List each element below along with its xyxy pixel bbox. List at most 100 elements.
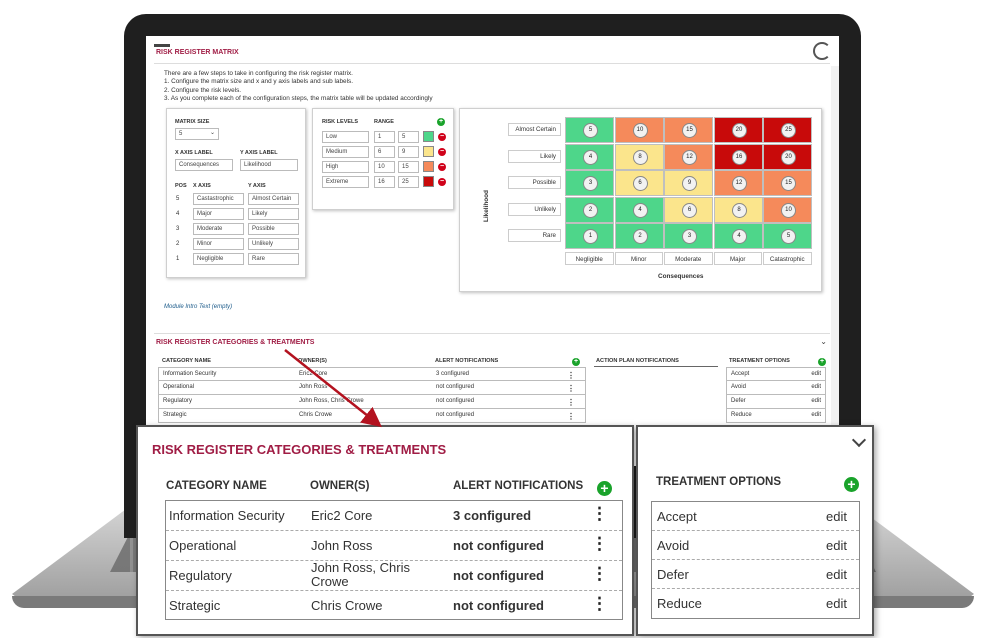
- treatment-row[interactable]: Accept edit: [726, 367, 826, 381]
- matrix-cell-score: 2: [583, 202, 598, 218]
- category-row[interactable]: Strategic Chris Crowe not configured ⋮: [166, 591, 622, 621]
- more-options-icon[interactable]: ⋮: [591, 534, 608, 553]
- category-row[interactable]: Regulatory John Ross, Chris Crowe not co…: [166, 561, 622, 591]
- level-color-swatch[interactable]: [423, 131, 434, 142]
- category-row[interactable]: Information Security Eric2 Core 3 config…: [158, 367, 586, 381]
- treatment-row[interactable]: Avoid edit: [726, 381, 826, 395]
- treatment-row[interactable]: Accept edit: [652, 502, 859, 531]
- remove-level-icon[interactable]: −: [438, 133, 446, 141]
- category-row[interactable]: Strategic Chris Crowe not configured ⋮: [158, 409, 586, 423]
- add-category-icon[interactable]: +: [572, 358, 580, 366]
- more-options-icon[interactable]: ⋮: [591, 504, 608, 523]
- level-name-input[interactable]: Medium: [322, 146, 369, 158]
- matrix-cell: 1: [565, 223, 614, 249]
- level-color-swatch[interactable]: [423, 146, 434, 157]
- edit-link[interactable]: edit: [826, 596, 847, 611]
- category-owners: John Ross, Chris Crowe: [299, 398, 364, 404]
- y-axis-sub-input[interactable]: Likely: [248, 208, 299, 220]
- y-axis-title: Likelihood: [483, 190, 490, 222]
- category-owners: John Ross: [311, 538, 373, 553]
- treatment-name: Avoid: [657, 538, 690, 553]
- category-row[interactable]: Regulatory John Ross, Chris Crowe not co…: [158, 395, 586, 409]
- chevron-down-icon[interactable]: [851, 432, 867, 448]
- x-axis-sub-input[interactable]: Major: [193, 208, 244, 220]
- category-alerts: not configured: [436, 384, 475, 390]
- add-category-icon[interactable]: +: [597, 481, 612, 496]
- level-min-input[interactable]: 16: [374, 176, 395, 188]
- matrix-cell: 8: [713, 196, 763, 223]
- category-name-header: CATEGORY NAME: [166, 480, 267, 492]
- category-alerts: not configured: [436, 398, 475, 404]
- category-owners: John Ross, Chris Crowe: [311, 560, 410, 589]
- edit-link[interactable]: edit: [826, 538, 847, 553]
- y-axis-sub-input[interactable]: Almost Certain: [248, 193, 299, 205]
- treatment-row[interactable]: Reduce edit: [652, 589, 859, 618]
- x-axis-input[interactable]: Consequences: [175, 159, 233, 171]
- level-max-input[interactable]: 9: [398, 146, 419, 158]
- level-name-input[interactable]: High: [322, 161, 369, 173]
- level-max-input[interactable]: 15: [398, 161, 419, 173]
- x-axis-sub-input[interactable]: Castastrophic: [193, 193, 244, 205]
- y-axis-sub-input[interactable]: Possible: [248, 223, 299, 235]
- matrix-cell: 3: [664, 223, 713, 249]
- add-treatment-icon[interactable]: +: [818, 358, 826, 366]
- module-intro-text[interactable]: Module Intro Text (empty): [164, 304, 233, 310]
- chevron-down-icon[interactable]: ⌄: [820, 337, 827, 346]
- level-color-swatch[interactable]: [423, 161, 434, 172]
- treatment-row[interactable]: Defer edit: [726, 395, 826, 409]
- treatment-row[interactable]: Avoid edit: [652, 531, 859, 560]
- level-min-input[interactable]: 6: [374, 146, 395, 158]
- edit-link[interactable]: edit: [826, 509, 847, 524]
- matrix-cell-score: 20: [781, 149, 796, 165]
- y-axis-input[interactable]: Likelihood: [240, 159, 298, 171]
- matrix-cell-score: 15: [682, 123, 697, 138]
- x-axis-sub-input[interactable]: Moderate: [193, 223, 244, 235]
- remove-level-icon[interactable]: −: [438, 163, 446, 171]
- treatment-name: Reduce: [657, 596, 702, 611]
- more-options-icon[interactable]: ⋮: [567, 412, 575, 421]
- remove-level-icon[interactable]: −: [438, 178, 446, 186]
- edit-link[interactable]: edit: [826, 567, 847, 582]
- edit-link[interactable]: edit: [811, 412, 821, 418]
- treatment-row[interactable]: Defer edit: [652, 560, 859, 589]
- level-name-input[interactable]: Extreme: [322, 176, 369, 188]
- category-owners: Chris Crowe: [311, 598, 383, 613]
- matrix-cell: 25: [763, 117, 812, 143]
- x-axis-sub-input[interactable]: Negligible: [193, 253, 244, 265]
- edit-link[interactable]: edit: [811, 398, 821, 404]
- edit-link[interactable]: edit: [811, 384, 821, 390]
- menu-icon[interactable]: [154, 44, 170, 47]
- level-min-input[interactable]: 10: [374, 161, 395, 173]
- level-max-input[interactable]: 5: [398, 131, 419, 143]
- matrix-cell: 16: [713, 143, 763, 170]
- more-options-icon[interactable]: ⋮: [567, 398, 575, 407]
- more-options-icon[interactable]: ⋮: [567, 371, 575, 380]
- y-axis-sub-input[interactable]: Unlikely: [248, 238, 299, 250]
- add-level-icon[interactable]: +: [437, 118, 445, 126]
- category-owners: Eric2 Core: [311, 508, 373, 523]
- treatment-row[interactable]: Reduce edit: [726, 409, 826, 423]
- matrix-cell: 9: [664, 170, 713, 196]
- category-row[interactable]: Operational John Ross not configured ⋮: [158, 381, 586, 395]
- y-axis-sub-input[interactable]: Rare: [248, 253, 299, 265]
- remove-level-icon[interactable]: −: [438, 148, 446, 156]
- more-options-icon[interactable]: ⋮: [591, 564, 608, 583]
- owners-header: OWNER(S): [298, 358, 327, 364]
- matrix-cell: 10: [763, 196, 812, 223]
- level-color-swatch[interactable]: [423, 176, 434, 187]
- level-min-input[interactable]: 1: [374, 131, 395, 143]
- edit-link[interactable]: edit: [811, 371, 821, 377]
- category-row[interactable]: Operational John Ross not configured ⋮: [166, 531, 622, 561]
- level-max-input[interactable]: 25: [398, 176, 419, 188]
- x-axis-sub-input[interactable]: Minor: [193, 238, 244, 250]
- category-alerts: 3 configured: [453, 508, 532, 523]
- scrollbar[interactable]: [831, 66, 839, 466]
- add-treatment-icon[interactable]: +: [844, 477, 859, 492]
- level-name-input[interactable]: Low: [322, 131, 369, 143]
- more-options-icon[interactable]: ⋮: [591, 594, 608, 613]
- matrix-size-select[interactable]: 5 ⌄: [175, 128, 219, 140]
- action-plan-header: ACTION PLAN NOTIFICATIONS: [596, 358, 679, 364]
- more-options-icon[interactable]: ⋮: [567, 384, 575, 393]
- category-row[interactable]: Information Security Eric2 Core 3 config…: [166, 501, 622, 531]
